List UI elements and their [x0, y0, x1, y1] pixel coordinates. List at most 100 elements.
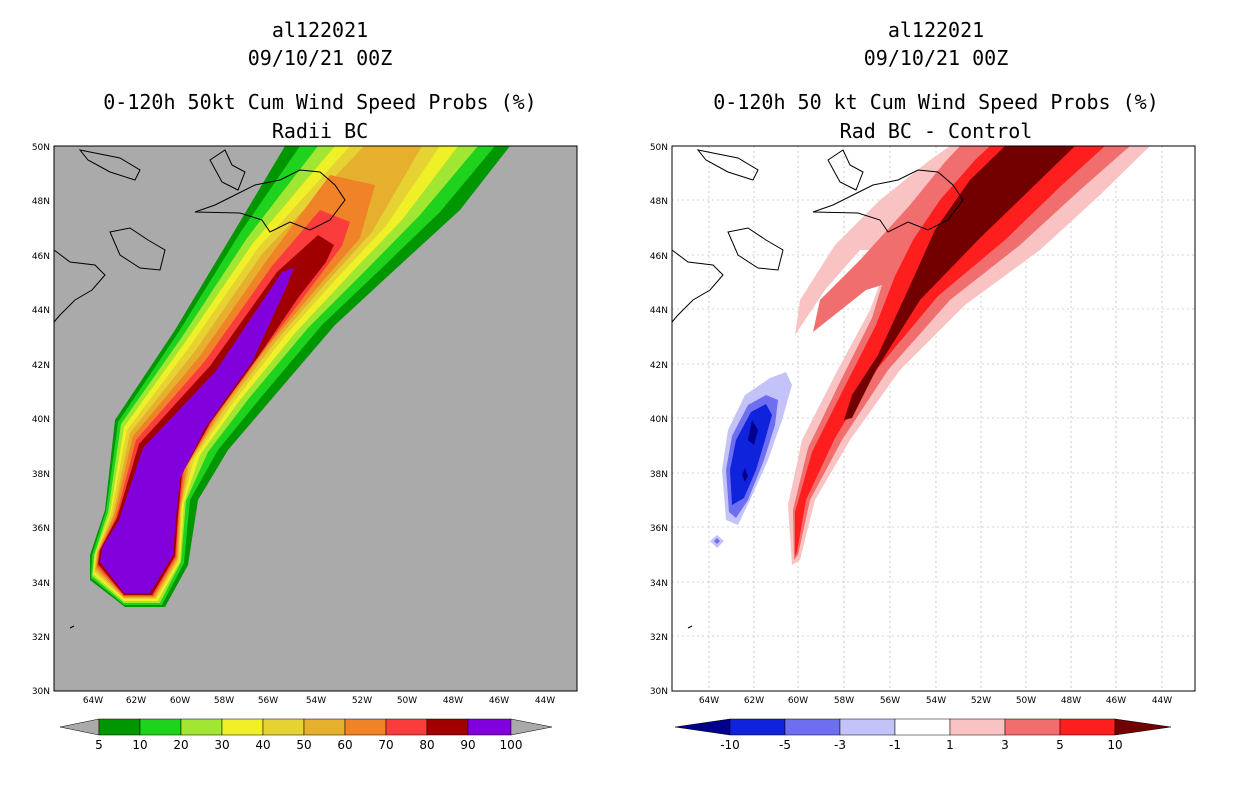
right-colorbar-swatch [1059, 718, 1116, 736]
left-colorbar-label: 10 [132, 738, 147, 752]
right-lon-label: 58W [834, 696, 854, 706]
left-lon-label: 48W [443, 696, 463, 706]
left-lat-label: 50N [32, 143, 50, 153]
left-colorbar-label: 80 [419, 738, 434, 752]
left-lat-label: 34N [32, 579, 50, 589]
left-lat-labels: 50N 48N 46N 44N 42N 40N 38N 36N 34N 32N … [32, 143, 50, 697]
right-colorbar-label: 3 [1001, 738, 1009, 752]
right-lat-label: 34N [650, 579, 668, 589]
left-colorbar-swatch [221, 718, 264, 736]
left-colorbar-swatch [303, 718, 346, 736]
right-lat-label: 40N [650, 415, 668, 425]
right-storm-id: al122021 [887, 18, 985, 42]
left-colorbar-label: 100 [500, 738, 523, 752]
right-coastline [671, 149, 964, 629]
left-lat-label: 38N [32, 470, 50, 480]
left-colorbar-swatch [426, 718, 469, 736]
right-colorbar-swatch [729, 718, 786, 736]
right-lat-label: 48N [650, 197, 668, 207]
right-lat-label: 32N [650, 633, 668, 643]
left-lat-label: 40N [32, 415, 50, 425]
right-colorbar-swatch [839, 718, 896, 736]
right-colorbar-swatch [949, 718, 1006, 736]
right-positive-field [788, 146, 1150, 565]
left-storm-id: al122021 [271, 18, 369, 42]
right-negative-field [710, 372, 792, 548]
right-colorbar-label: 5 [1056, 738, 1064, 752]
right-lon-labels: 64W 62W 60W 58W 56W 54W 52W 50W 48W 46W … [699, 696, 1172, 706]
left-colorbar-label: 50 [296, 738, 311, 752]
right-lon-label: 50W [1016, 696, 1036, 706]
right-colorbar-label: -10 [720, 738, 740, 752]
left-lon-label: 64W [83, 696, 103, 706]
right-lat-label: 36N [650, 524, 668, 534]
left-colorbar-swatch [180, 718, 223, 736]
left-map-frame [53, 145, 578, 692]
left-lon-label: 50W [397, 696, 417, 706]
left-colorbar-swatch [344, 718, 387, 736]
right-lon-label: 64W [699, 696, 719, 706]
right-lon-label: 56W [880, 696, 900, 706]
left-lat-label: 36N [32, 524, 50, 534]
left-lon-label: 56W [258, 696, 278, 706]
left-lat-label: 32N [32, 633, 50, 643]
right-lat-label: 38N [650, 470, 668, 480]
left-colorbar-high-arrow [510, 718, 553, 736]
right-title: 0-120h 50 kt Cum Wind Speed Probs (%) [713, 90, 1159, 114]
left-colorbar-label: 60 [337, 738, 352, 752]
right-colorbar-label: -5 [779, 738, 791, 752]
left-colorbar [59, 718, 553, 736]
right-colorbar-swatch [784, 718, 841, 736]
right-colorbar-label: 1 [946, 738, 954, 752]
left-colorbar-low-arrow [59, 718, 100, 736]
left-lon-label: 54W [306, 696, 326, 706]
right-lon-label: 54W [926, 696, 946, 706]
left-colorbar-swatch [385, 718, 428, 736]
left-colorbar-label: 5 [95, 738, 103, 752]
right-map: 50N 48N 46N 44N 42N 40N 38N 36N 34N 32N … [650, 143, 1196, 752]
left-colorbar-label: 20 [173, 738, 188, 752]
right-lon-label: 60W [788, 696, 808, 706]
right-colorbar-labels: -10 -5 -3 -1 1 3 5 10 [720, 738, 1122, 752]
right-colorbar-swatch [1004, 718, 1061, 736]
right-lat-label: 46N [650, 252, 668, 262]
right-colorbar-swatch [894, 718, 951, 736]
right-lon-label: 46W [1106, 696, 1126, 706]
right-lon-label: 62W [744, 696, 764, 706]
left-coastline [53, 149, 346, 629]
right-lon-label: 52W [971, 696, 991, 706]
left-lat-label: 30N [32, 687, 50, 697]
right-lat-labels: 50N 48N 46N 44N 42N 40N 38N 36N 34N 32N … [650, 143, 668, 697]
left-map: 50N 48N 46N 44N 42N 40N 38N 36N 34N 32N … [32, 143, 578, 752]
left-swath [90, 146, 510, 607]
left-lat-label: 44N [32, 306, 50, 316]
right-lat-label: 50N [650, 143, 668, 153]
right-datetime: 09/10/21 00Z [863, 46, 1009, 70]
right-colorbar-label: 10 [1107, 738, 1122, 752]
left-colorbar-swatch [262, 718, 305, 736]
left-lon-labels: 64W 62W 60W 58W 56W 54W 52W 50W 48W 46W … [83, 696, 555, 706]
left-colorbar-labels: 5 10 20 30 40 50 60 70 80 90 100 [95, 738, 522, 752]
right-lat-label: 42N [650, 361, 668, 371]
left-lon-label: 44W [535, 696, 555, 706]
left-subtitle: Radii BC [271, 119, 369, 143]
left-colorbar-label: 90 [460, 738, 475, 752]
right-colorbar [674, 718, 1172, 736]
right-colorbar-label: -1 [889, 738, 901, 752]
left-datetime: 09/10/21 00Z [247, 46, 393, 70]
left-lon-label: 62W [126, 696, 146, 706]
right-map-frame [671, 145, 1196, 692]
right-lon-label: 48W [1061, 696, 1081, 706]
right-lat-label: 30N [650, 687, 668, 697]
right-colorbar-label: -3 [834, 738, 846, 752]
left-lon-label: 58W [214, 696, 234, 706]
left-title: 0-120h 50kt Cum Wind Speed Probs (%) [103, 90, 537, 114]
left-colorbar-swatch [98, 718, 141, 736]
left-lon-label: 52W [352, 696, 372, 706]
left-colorbar-label: 70 [378, 738, 393, 752]
left-lat-label: 48N [32, 197, 50, 207]
left-colorbar-swatch [467, 718, 512, 736]
left-colorbar-swatch [139, 718, 182, 736]
left-colorbar-label: 30 [214, 738, 229, 752]
left-lon-label: 60W [170, 696, 190, 706]
